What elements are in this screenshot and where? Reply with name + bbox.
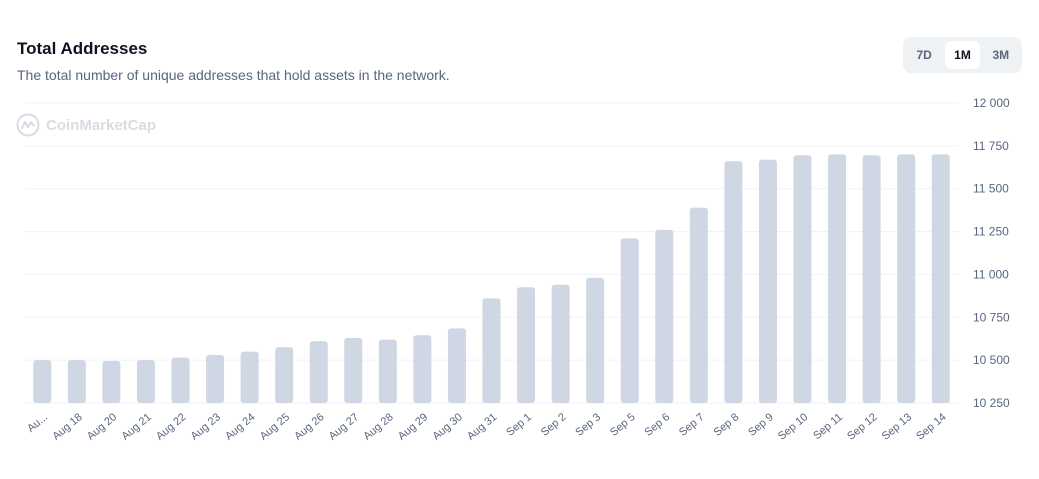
bar[interactable] <box>378 339 397 403</box>
y-tick-label: 12 000 <box>973 96 1010 110</box>
bar[interactable] <box>447 328 466 403</box>
bars <box>33 154 950 403</box>
bar[interactable] <box>793 155 812 403</box>
chart-subtitle: The total number of unique addresses tha… <box>17 67 450 83</box>
watermark-text: CoinMarketCap <box>46 116 157 134</box>
bar[interactable] <box>275 347 294 403</box>
coinmarketcap-logo-icon <box>16 113 40 137</box>
bar[interactable] <box>828 154 847 403</box>
bar[interactable] <box>758 159 777 403</box>
bar[interactable] <box>206 355 225 403</box>
bar[interactable] <box>136 360 155 403</box>
x-tick-label: Sep 10 <box>776 411 810 443</box>
x-tick-label: Aug 30 <box>430 411 464 443</box>
x-tick-label: Sep 12 <box>845 411 879 443</box>
x-tick-label: Aug 24 <box>223 411 257 443</box>
x-tick-label: Sep 6 <box>642 411 672 439</box>
range-button-1m[interactable]: 1M <box>945 41 980 69</box>
bar[interactable] <box>344 337 363 403</box>
x-tick-label: Aug 26 <box>292 411 326 443</box>
y-tick-label: 11 250 <box>973 225 1009 239</box>
bar[interactable] <box>171 357 190 403</box>
bar[interactable] <box>897 154 916 403</box>
bar[interactable] <box>240 351 259 403</box>
bar[interactable] <box>413 335 432 403</box>
bar[interactable] <box>33 360 52 403</box>
x-tick-label: Sep 2 <box>539 411 569 439</box>
y-axis: 12 000 11 750 11 500 11 250 11 000 10 750 10 5… <box>973 96 1010 410</box>
x-tick-label: Sep 1 <box>504 411 534 439</box>
bar[interactable] <box>517 287 536 403</box>
bar[interactable] <box>655 229 674 403</box>
bar[interactable] <box>862 155 881 403</box>
x-tick-label: Sep 7 <box>677 411 707 439</box>
x-tick-label: Aug 31 <box>465 411 499 443</box>
x-tick-label: Sep 14 <box>914 411 948 443</box>
x-tick-label: Aug 27 <box>327 411 361 443</box>
x-tick-label: Sep 9 <box>746 411 776 439</box>
range-button-3m[interactable]: 3M <box>992 48 1010 62</box>
y-tick-label: 11 000 <box>973 267 1009 281</box>
watermark: CoinMarketCap <box>16 113 156 137</box>
x-tick-label: Aug 18 <box>50 411 84 443</box>
x-tick-label: Sep 13 <box>880 411 914 443</box>
x-tick-label: Sep 5 <box>608 411 638 439</box>
bar[interactable] <box>931 154 950 403</box>
x-tick-label: Aug 29 <box>396 411 430 443</box>
bar[interactable] <box>620 238 639 403</box>
y-tick-label: 10 250 <box>973 396 1010 410</box>
x-axis: Au... Aug 18 Aug 20 Aug 21 Aug 22 Aug 23 Aug 2… <box>25 411 948 443</box>
bar[interactable] <box>689 207 708 403</box>
x-tick-label: Sep 11 <box>811 411 845 442</box>
x-tick-label: Au... <box>25 411 50 435</box>
x-tick-label: Sep 3 <box>573 411 603 439</box>
range-toggle: 7D 1M 3M <box>903 37 1022 73</box>
bar[interactable] <box>482 298 501 403</box>
x-tick-label: Aug 20 <box>85 411 119 443</box>
bar[interactable] <box>102 361 121 403</box>
x-tick-label: Sep 8 <box>712 411 742 439</box>
x-tick-label: Aug 22 <box>154 411 188 443</box>
bar[interactable] <box>551 284 570 403</box>
x-tick-label: Aug 25 <box>258 411 292 443</box>
y-tick-label: 10 500 <box>973 353 1010 367</box>
bar[interactable] <box>586 277 605 403</box>
y-tick-label: 11 750 <box>973 139 1009 153</box>
bar[interactable] <box>724 161 743 403</box>
x-tick-label: Aug 28 <box>361 411 395 443</box>
y-tick-label: 11 500 <box>973 182 1009 196</box>
y-tick-label: 10 750 <box>973 310 1010 324</box>
range-button-7d[interactable]: 7D <box>916 48 932 62</box>
x-tick-label: Aug 23 <box>189 411 223 443</box>
bar[interactable] <box>67 360 86 403</box>
x-tick-label: Aug 21 <box>119 411 153 443</box>
bar[interactable] <box>309 341 328 403</box>
chart-title: Total Addresses <box>17 39 148 58</box>
